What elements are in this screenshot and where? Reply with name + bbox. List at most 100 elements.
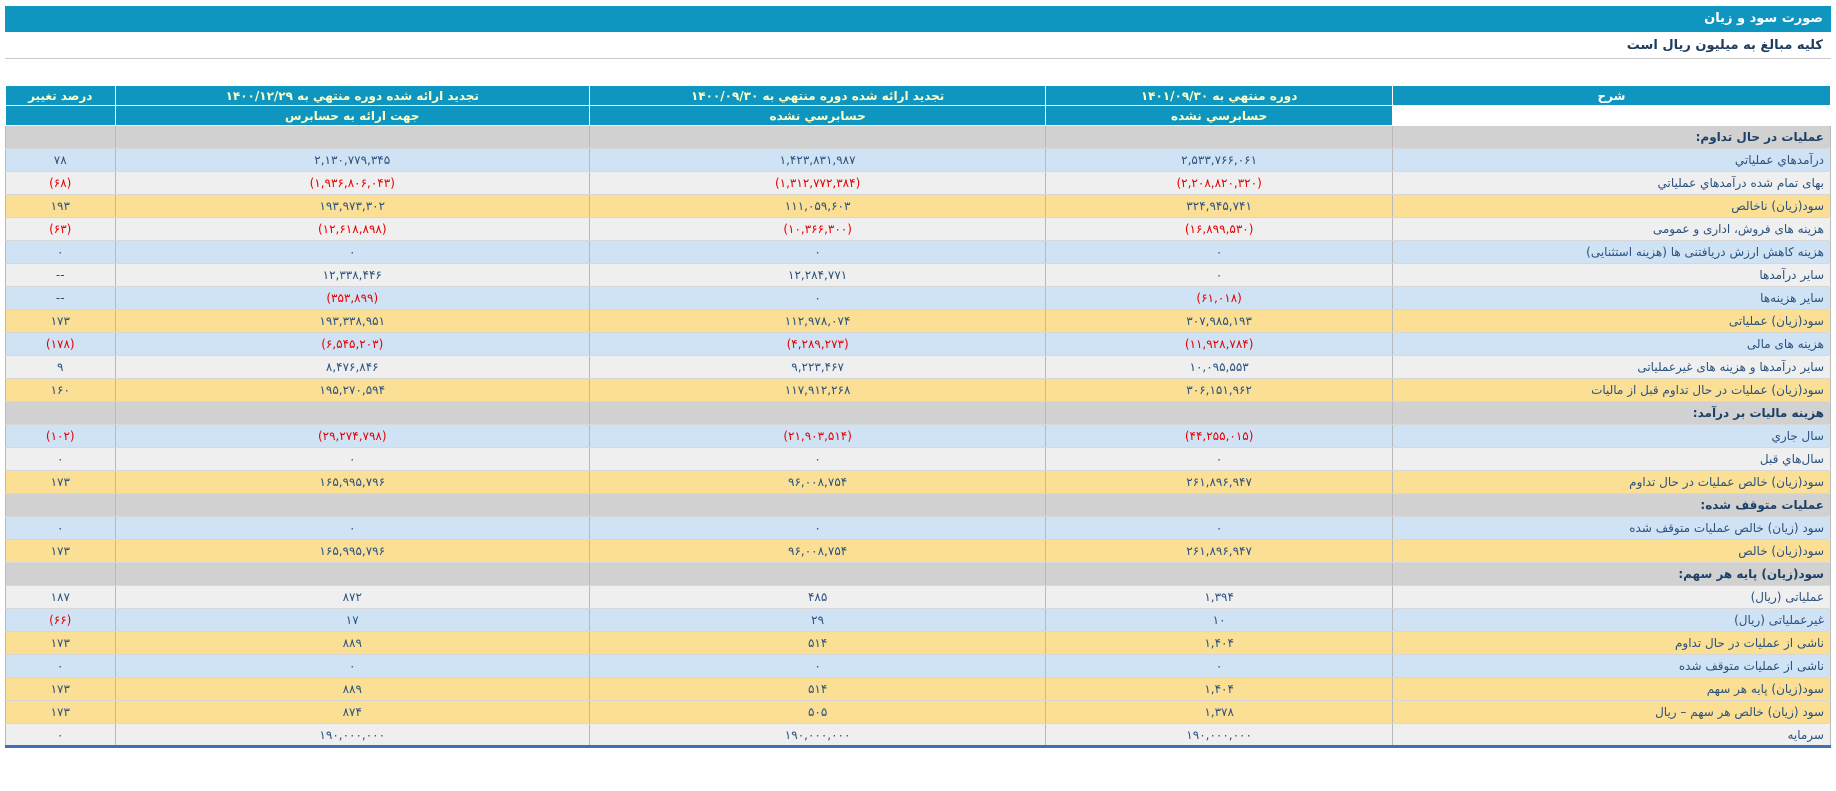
pct-change: ۰ bbox=[5, 723, 116, 747]
table-row: سود(زیان) پایه هر سهم ۱,۴۰۴ ۵۱۴ ۸۸۹ ۱۷۳ bbox=[5, 677, 1831, 701]
table-row: درآمدهاي عملیاتي ۲,۵۳۳,۷۶۶,۰۶۱ ۱,۴۲۳,۸۳۱,۹… bbox=[5, 148, 1831, 172]
section-empty-cell bbox=[5, 125, 116, 149]
section-row: هزینه مالیات بر درآمد: bbox=[5, 401, 1831, 425]
section-empty-cell bbox=[1045, 401, 1393, 425]
row-label: سود(زیان) عملیات در حال تداوم قبل از مال… bbox=[1392, 378, 1831, 402]
pct-change: ۱۸۷ bbox=[5, 585, 116, 609]
section-empty-cell bbox=[588, 493, 1047, 517]
subheader-unaudited-1400-09: حسابرسي نشده bbox=[588, 105, 1047, 126]
value-1400-09-30-restated: ۱۱۱,۰۵۹,۶۰۳ bbox=[588, 194, 1047, 218]
table-row: هزینه های فروش، اداری و عمومی (۱۶,۸۹۹,۵۳۰… bbox=[5, 217, 1831, 241]
table-row: سایر هزینه‌ها (۶۱,۰۱۸) ۰ (۳۵۳,۸۹۹) -- bbox=[5, 286, 1831, 310]
section-empty-cell bbox=[5, 401, 116, 425]
col-header-pct-change: درصد تغییر bbox=[5, 85, 116, 106]
section-empty-cell bbox=[114, 562, 590, 586]
pct-change: ۱۷۳ bbox=[5, 677, 116, 701]
value-1400-12-29-restated: ۲,۱۳۰,۷۷۹,۳۴۵ bbox=[114, 148, 590, 172]
row-label: ناشی از عملیات متوقف شده bbox=[1392, 654, 1831, 678]
value-1401-09-30: ۱,۳۷۸ bbox=[1045, 700, 1393, 724]
value-1400-09-30-restated: (۱۰,۳۶۶,۳۰۰) bbox=[588, 217, 1047, 241]
row-label: سود(زیان) پایه هر سهم bbox=[1392, 677, 1831, 701]
value-1400-12-29-restated: ۱۶۵,۹۹۵,۷۹۶ bbox=[114, 539, 590, 563]
value-1401-09-30: ۲۶۱,۸۹۶,۹۴۷ bbox=[1045, 470, 1393, 494]
row-label: سود (زیان) خالص هر سهم – ریال bbox=[1392, 700, 1831, 724]
header-row-2: حسابرسي نشده حسابرسي نشده جهت ارائه به ح… bbox=[5, 105, 1831, 126]
value-1401-09-30: ۰ bbox=[1045, 263, 1393, 287]
table-row: بهای تمام شده درآمدهاي عملیاتي (۲,۲۰۸,۸۲۰… bbox=[5, 171, 1831, 195]
value-1401-09-30: ۳۰۶,۱۵۱,۹۶۲ bbox=[1045, 378, 1393, 402]
units-note-bar: کلیه مبالغ به میلیون ریال است bbox=[5, 32, 1831, 59]
row-label: سایر هزینه‌ها bbox=[1392, 286, 1831, 310]
col-header-restated-1400-12-29: تجدید ارائه شده دوره منتهي به ۱۴۰۰/۱۲/۲۹ bbox=[114, 85, 590, 106]
table-row: سود (زیان) خالص هر سهم – ریال ۱,۳۷۸ ۵۰۵ ۸۷۴… bbox=[5, 700, 1831, 724]
pct-change: ۱۶۰ bbox=[5, 378, 116, 402]
row-label: سایر درآمدها bbox=[1392, 263, 1831, 287]
table-row: هزینه های مالی (۱۱,۹۲۸,۷۸۴) (۴,۲۸۹,۲۷۳) (۶,… bbox=[5, 332, 1831, 356]
pct-change: ۰ bbox=[5, 447, 116, 471]
value-1401-09-30: ۱,۳۹۴ bbox=[1045, 585, 1393, 609]
value-1400-09-30-restated: ۵۱۴ bbox=[588, 677, 1047, 701]
pct-change: ۱۷۳ bbox=[5, 631, 116, 655]
value-1400-12-29-restated: ۸۸۹ bbox=[114, 677, 590, 701]
value-1400-09-30-restated: ۱۱۲,۹۷۸,۰۷۴ bbox=[588, 309, 1047, 333]
table-row: ناشی از عملیات در حال تداوم ۱,۴۰۴ ۵۱۴ ۸۸۹ ۱۷… bbox=[5, 631, 1831, 655]
col-header-description: شرح bbox=[1392, 85, 1831, 106]
table-row: سود(زیان) ناخالص ۳۲۴,۹۴۵,۷۴۱ ۱۱۱,۰۵۹,۶۰۳ ۱۹… bbox=[5, 194, 1831, 218]
table-row: هزینه کاهش ارزش دریافتنی ها (هزینه استثن… bbox=[5, 240, 1831, 264]
pct-change: ۱۷۳ bbox=[5, 700, 116, 724]
income-statement-table: شرح دوره منتهي به ۱۴۰۱/۰۹/۳۰ تجدید ارائه… bbox=[5, 85, 1831, 748]
row-label: سود(زیان) ناخالص bbox=[1392, 194, 1831, 218]
table-row: سود (زیان) خالص عملیات متوقف شده ۰ ۰ ۰ ۰ bbox=[5, 516, 1831, 540]
value-1400-12-29-restated: ۰ bbox=[114, 447, 590, 471]
value-1401-09-30: ۱,۴۰۴ bbox=[1045, 677, 1393, 701]
value-1400-09-30-restated: ۵۱۴ bbox=[588, 631, 1047, 655]
section-row: سود(زیان) پایه هر سهم: bbox=[5, 562, 1831, 586]
row-label: سرمایه bbox=[1392, 723, 1831, 747]
title-bar: صورت سود و زیان bbox=[5, 6, 1831, 32]
value-1400-09-30-restated: ۵۰۵ bbox=[588, 700, 1047, 724]
value-1400-09-30-restated: ۱۱۷,۹۱۲,۲۶۸ bbox=[588, 378, 1047, 402]
subheader-for-auditor-1400-12: جهت ارائه به حسابرس bbox=[114, 105, 590, 126]
col-header-period-1401-09-30: دوره منتهي به ۱۴۰۱/۰۹/۳۰ bbox=[1045, 85, 1393, 106]
pct-change: ۷۸ bbox=[5, 148, 116, 172]
table-row: سایر درآمدها و هزینه های غیرعملیاتی ۱۰,۰۹… bbox=[5, 355, 1831, 379]
value-1400-12-29-restated: ۱۹۳,۹۷۳,۳۰۲ bbox=[114, 194, 590, 218]
row-label: هزینه کاهش ارزش دریافتنی ها (هزینه استثن… bbox=[1392, 240, 1831, 264]
table-row: سود(زیان) عملیاتی ۳۰۷,۹۸۵,۱۹۳ ۱۱۲,۹۷۸,۰۷۴ ۱… bbox=[5, 309, 1831, 333]
value-1400-09-30-restated: (۴,۲۸۹,۲۷۳) bbox=[588, 332, 1047, 356]
col-header-restated-1400-09-30: تجدید ارائه شده دوره منتهي به ۱۴۰۰/۰۹/۳۰ bbox=[588, 85, 1047, 106]
value-1400-12-29-restated: (۱,۹۳۶,۸۰۶,۰۴۳) bbox=[114, 171, 590, 195]
pct-change: -- bbox=[5, 263, 116, 287]
pct-change: ۱۹۳ bbox=[5, 194, 116, 218]
table-row: ناشی از عملیات متوقف شده ۰ ۰ ۰ ۰ bbox=[5, 654, 1831, 678]
value-1400-09-30-restated: ۱۲,۲۸۴,۷۷۱ bbox=[588, 263, 1047, 287]
pct-change: ۹ bbox=[5, 355, 116, 379]
value-1401-09-30: ۲۶۱,۸۹۶,۹۴۷ bbox=[1045, 539, 1393, 563]
row-label: سود(زیان) عملیاتی bbox=[1392, 309, 1831, 333]
header-spacer-description bbox=[1392, 105, 1831, 126]
table-row: سود(زیان) خالص عملیات در حال تداوم ۲۶۱,۸۹… bbox=[5, 470, 1831, 494]
section-row: عملیات در حال تداوم: bbox=[5, 125, 1831, 149]
value-1401-09-30: ۳۲۴,۹۴۵,۷۴۱ bbox=[1045, 194, 1393, 218]
value-1400-12-29-restated: ۱۲,۳۳۸,۴۴۶ bbox=[114, 263, 590, 287]
value-1400-12-29-restated: ۱۹۵,۲۷۰,۵۹۴ bbox=[114, 378, 590, 402]
page-title: صورت سود و زیان bbox=[1704, 11, 1823, 26]
row-label: سود(زیان) خالص عملیات در حال تداوم bbox=[1392, 470, 1831, 494]
header-row-1: شرح دوره منتهي به ۱۴۰۱/۰۹/۳۰ تجدید ارائه… bbox=[5, 85, 1831, 106]
value-1400-09-30-restated: ۹,۲۲۳,۴۶۷ bbox=[588, 355, 1047, 379]
row-label: غیرعملیاتی (ریال) bbox=[1392, 608, 1831, 632]
row-label: بهای تمام شده درآمدهاي عملیاتي bbox=[1392, 171, 1831, 195]
value-1400-12-29-restated: (۳۵۳,۸۹۹) bbox=[114, 286, 590, 310]
value-1400-09-30-restated: ۰ bbox=[588, 654, 1047, 678]
value-1401-09-30: ۱۰ bbox=[1045, 608, 1393, 632]
section-row: عملیات متوقف شده: bbox=[5, 493, 1831, 517]
value-1400-12-29-restated: ۱۹۰,۰۰۰,۰۰۰ bbox=[114, 723, 590, 747]
value-1401-09-30: ۰ bbox=[1045, 516, 1393, 540]
table-row: غیرعملیاتی (ریال) ۱۰ ۲۹ ۱۷ (۶۶) bbox=[5, 608, 1831, 632]
row-label: ناشی از عملیات در حال تداوم bbox=[1392, 631, 1831, 655]
section-empty-cell bbox=[5, 493, 116, 517]
value-1400-12-29-restated: ۱۶۵,۹۹۵,۷۹۶ bbox=[114, 470, 590, 494]
value-1400-09-30-restated: ۰ bbox=[588, 516, 1047, 540]
section-empty-cell bbox=[588, 401, 1047, 425]
pct-change: ۰ bbox=[5, 654, 116, 678]
